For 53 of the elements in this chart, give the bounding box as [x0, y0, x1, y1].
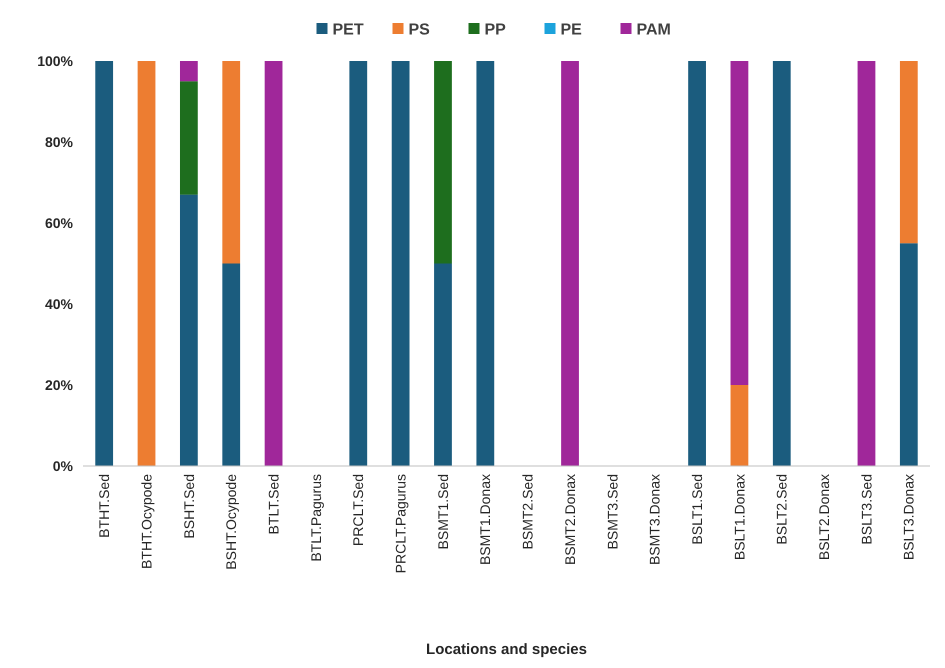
x-tick-label: BSMT2.Sed — [520, 474, 536, 550]
x-tick-label: BTHT.Ocypode — [138, 474, 154, 569]
x-tick-label: BSLT2.Donax — [816, 474, 832, 560]
x-tick-label: PRCLT.Sed — [350, 474, 366, 546]
x-tick-label: BSHT.Ocypode — [223, 474, 240, 570]
x-tick-label: BSMT1.Sed — [434, 474, 451, 550]
bar — [222, 61, 240, 264]
y-tick-label: 80% — [44, 134, 74, 150]
bar — [900, 61, 918, 244]
y-tick-label: 100% — [37, 52, 74, 69]
bar — [180, 194, 198, 466]
x-tick-label: BSMT2.Donax — [562, 474, 578, 566]
bar — [561, 61, 579, 466]
x-tick-label: BTLT.Pagurus — [308, 474, 324, 562]
bar — [730, 61, 748, 385]
x-axis-title: Locations and species — [426, 641, 587, 658]
x-tick-label: BSLT3.Sed — [858, 474, 874, 545]
x-tick-label: BSLT1.Sed — [688, 474, 705, 545]
bar — [264, 61, 282, 466]
bar — [772, 61, 791, 466]
bar — [180, 81, 198, 195]
legend-label: PE — [560, 22, 582, 39]
bar — [688, 61, 706, 466]
y-tick-label: 0% — [52, 458, 74, 474]
x-tick-label: BSLT3.Donax — [900, 474, 917, 560]
bar — [900, 243, 918, 466]
x-tick-label: BSMT3.Sed — [604, 474, 620, 550]
bar — [392, 61, 410, 466]
bar — [138, 61, 156, 466]
y-tick-label: 60% — [44, 214, 74, 231]
legend-label: PET — [332, 22, 364, 39]
bar — [730, 385, 748, 466]
bar — [476, 61, 494, 466]
bar — [95, 61, 114, 466]
x-tick-label: BSMT1.Donax — [477, 474, 494, 566]
bar — [434, 264, 452, 466]
legend-label: PP — [484, 22, 506, 39]
x-tick-label: BTLT.Sed — [265, 474, 282, 534]
x-tick-label: BSLT2.Sed — [774, 474, 790, 545]
legend-label: PAM — [636, 22, 671, 39]
x-tick-label: BSLT1.Donax — [731, 474, 748, 560]
x-tick-label: BSMT3.Donax — [646, 474, 663, 566]
x-tick-label: BSHT.Sed — [180, 474, 197, 539]
x-tick-label: BTHT.Sed — [96, 474, 112, 538]
bar — [434, 61, 452, 264]
x-tick-label: PRCLT.Pagurus — [392, 474, 409, 574]
y-tick-label: 40% — [44, 296, 74, 312]
legend-label: PS — [408, 22, 430, 39]
bar — [180, 61, 198, 82]
bar — [858, 61, 876, 466]
bar — [349, 61, 368, 466]
y-tick-label: 20% — [44, 376, 74, 393]
bar — [222, 264, 240, 466]
